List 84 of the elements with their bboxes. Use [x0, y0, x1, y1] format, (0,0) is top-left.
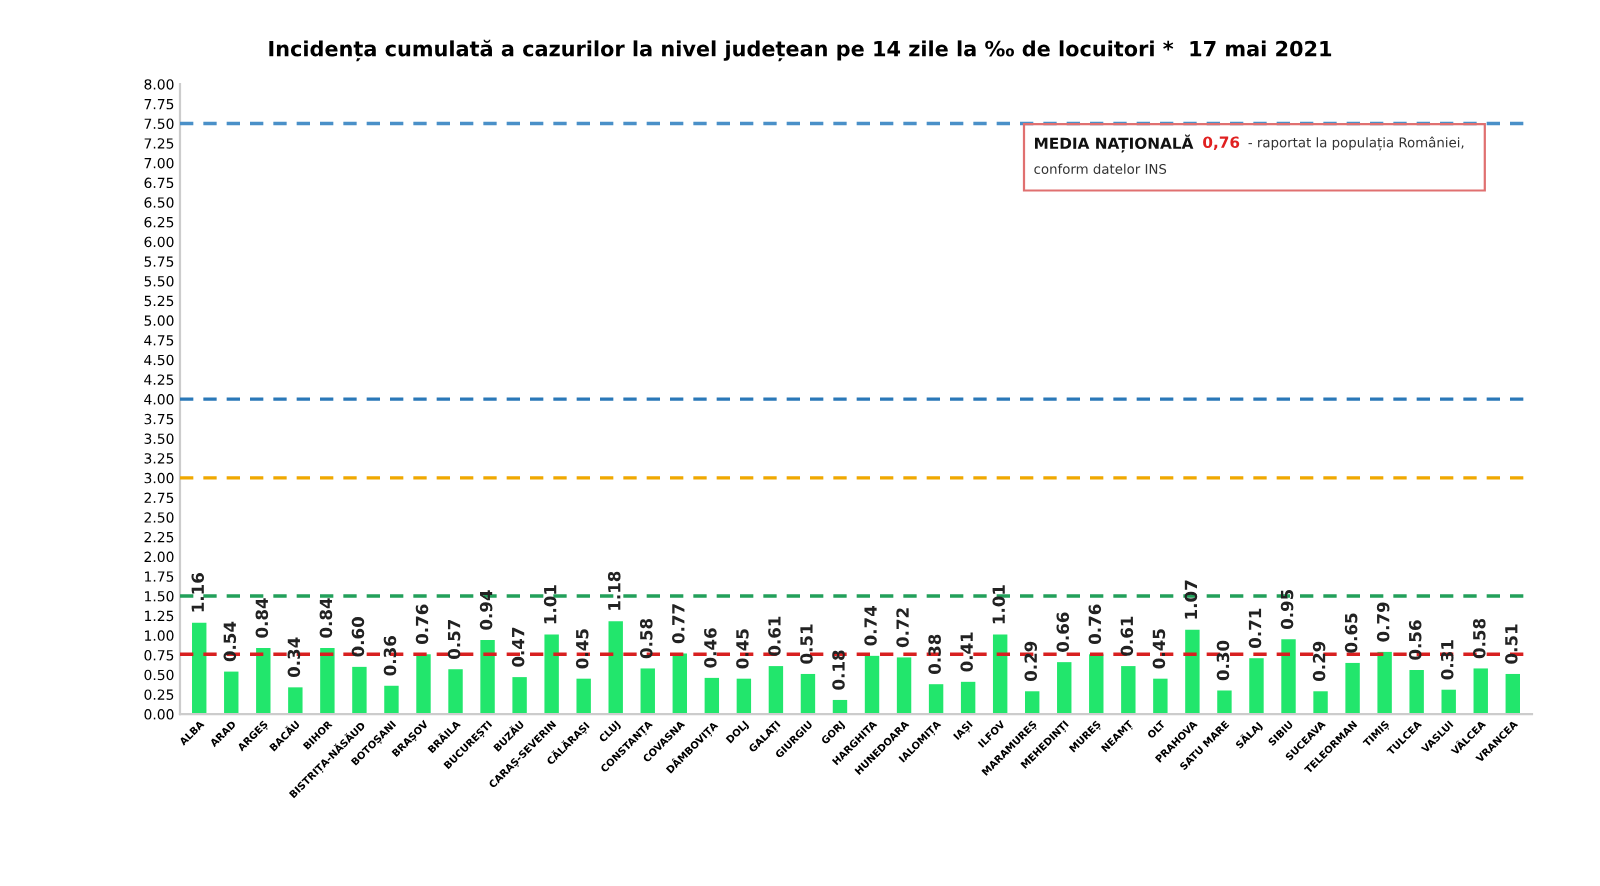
bar — [1217, 690, 1232, 715]
data-label: 0.54 — [223, 621, 237, 662]
data-label: 0.84 — [255, 598, 269, 638]
bar — [576, 678, 591, 715]
bar — [352, 666, 367, 715]
data-label: 0.60 — [351, 617, 365, 657]
bar — [1025, 691, 1040, 715]
data-label: 0.29 — [1024, 641, 1038, 682]
bar — [320, 647, 335, 715]
data-label: 0.95 — [1280, 589, 1294, 630]
data-label: 0.51 — [800, 624, 813, 664]
data-label: 0.77 — [672, 604, 685, 644]
data-label: 1.01 — [992, 585, 1006, 624]
data-label: 0.56 — [1408, 620, 1422, 660]
bar — [640, 668, 655, 715]
data-label: 0.71 — [1248, 608, 1262, 648]
bar — [608, 621, 623, 715]
chart-title: Incidența cumulată a cazurilor la nivel județean pe 14 zile la ‰ de locuitori * 17 mai 2021 — [269, 39, 1332, 62]
bar — [960, 681, 976, 715]
data-label: 0.36 — [383, 636, 397, 676]
bar — [1441, 689, 1456, 715]
bar — [1089, 654, 1104, 715]
bar — [448, 669, 463, 715]
bar — [1473, 668, 1488, 715]
data-label: 0.76 — [1088, 604, 1102, 645]
bar — [736, 678, 752, 715]
data-label: 0.29 — [1312, 641, 1326, 682]
bar — [256, 647, 271, 715]
bar — [672, 653, 687, 715]
data-label: 0.45 — [736, 629, 749, 669]
data-label: 0.57 — [447, 619, 461, 659]
data-label: 0.66 — [1056, 612, 1070, 652]
bar — [512, 677, 527, 715]
bar — [1505, 673, 1520, 715]
data-label: 0.84 — [319, 598, 333, 638]
bar — [864, 655, 880, 715]
bar — [928, 684, 944, 715]
data-label: 0.18 — [832, 650, 845, 690]
bar — [192, 622, 207, 715]
bar — [544, 634, 559, 715]
data-label: 0.45 — [1152, 629, 1166, 669]
data-label: 0.58 — [639, 618, 653, 659]
data-label: 0.74 — [864, 606, 877, 646]
data-label: 0.61 — [768, 616, 781, 656]
bar — [768, 666, 784, 715]
bar — [1313, 691, 1328, 715]
data-label: 0.51 — [1505, 624, 1518, 664]
bar — [1153, 678, 1168, 715]
data-label: 0.47 — [511, 627, 525, 667]
data-label: 0.58 — [1472, 618, 1486, 659]
bar — [800, 673, 816, 715]
bar — [992, 634, 1008, 715]
data-label: 0.65 — [1344, 613, 1358, 653]
data-label: 0.61 — [1120, 616, 1134, 656]
bar — [1409, 670, 1424, 715]
bar — [704, 677, 720, 715]
data-label: 1.16 — [191, 573, 205, 612]
bar — [1377, 651, 1392, 715]
bar — [480, 640, 495, 715]
bar — [1121, 666, 1136, 715]
data-label: 1.01 — [543, 585, 557, 624]
data-label: 0.45 — [575, 629, 589, 669]
data-label: 0.46 — [704, 628, 717, 668]
bar — [416, 654, 431, 715]
data-label: 0.30 — [1216, 640, 1230, 681]
data-label: 0.38 — [928, 634, 941, 674]
bar — [1185, 629, 1200, 715]
data-label: 1.18 — [607, 571, 621, 610]
data-label: 0.79 — [1376, 602, 1390, 642]
data-label: 1.07 — [1184, 580, 1198, 619]
data-label: 0.41 — [960, 632, 973, 672]
data-label: 0.72 — [896, 608, 909, 648]
data-label: 0.94 — [479, 590, 493, 630]
bar — [384, 685, 399, 715]
bar — [224, 671, 239, 715]
bar — [1281, 639, 1296, 715]
data-label: 0.76 — [415, 604, 429, 645]
bar — [1249, 658, 1264, 715]
data-label: 0.31 — [1440, 640, 1454, 680]
bar — [1345, 662, 1360, 715]
bar — [288, 687, 303, 715]
bar — [1057, 662, 1072, 715]
bar — [896, 657, 912, 715]
data-label: 0.34 — [287, 637, 301, 678]
